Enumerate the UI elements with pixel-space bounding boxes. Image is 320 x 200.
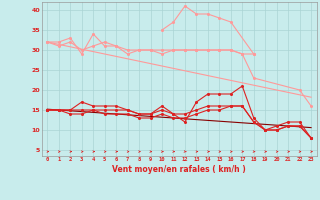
X-axis label: Vent moyen/en rafales ( km/h ): Vent moyen/en rafales ( km/h ) — [112, 165, 246, 174]
